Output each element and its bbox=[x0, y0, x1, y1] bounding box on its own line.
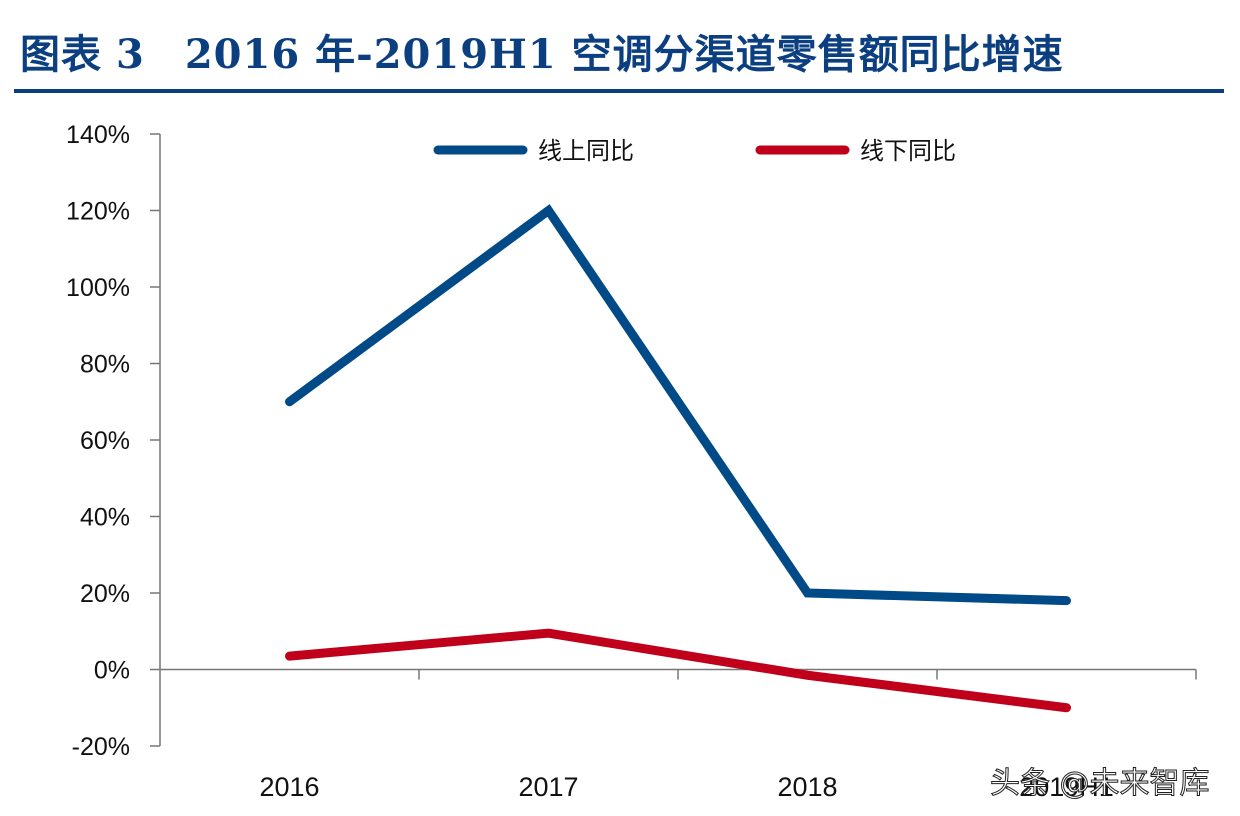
y-tick-label: 140% bbox=[66, 121, 130, 149]
title-underline bbox=[14, 89, 1224, 93]
y-tick-label: 120% bbox=[66, 198, 130, 226]
y-tick-label: 100% bbox=[66, 274, 130, 302]
x-axis: 2016 2017 2018 2019H1 bbox=[160, 668, 1197, 802]
chart-series bbox=[285, 204, 1071, 713]
x-tick-label: 2018 bbox=[777, 772, 837, 802]
y-tick-label: 0% bbox=[94, 657, 130, 685]
legend-label: 线上同比 bbox=[538, 138, 634, 165]
figure-label: 图表 bbox=[20, 31, 102, 78]
y-tick-label: 80% bbox=[80, 351, 130, 379]
x-tick-label: 2016 bbox=[259, 772, 319, 802]
y-tick-label: 20% bbox=[80, 580, 130, 608]
x-tick-label: 2019H1 bbox=[1019, 772, 1114, 802]
series-line-0 bbox=[285, 204, 1071, 606]
figure-title-text: 2016 年-2019H1 空调分渠道零售额同比增速 bbox=[184, 31, 1064, 78]
chart-legend: 线上同比 线下同比 bbox=[433, 138, 956, 165]
y-tick-label: 40% bbox=[80, 504, 130, 532]
legend-label: 线下同比 bbox=[860, 138, 956, 165]
x-tick-label: 2017 bbox=[518, 772, 578, 802]
figure-title: 图表 3 2016 年-2019H1 空调分渠道零售额同比增速 bbox=[20, 22, 1064, 80]
y-tick-label: -20% bbox=[72, 733, 130, 761]
series-line-1 bbox=[285, 628, 1071, 713]
y-axis: 140% 120% 100% 80% 60% 40% 20% 0% -20% bbox=[66, 121, 161, 761]
figure-number: 3 bbox=[116, 31, 145, 78]
watermark: 头条 @未来智库 bbox=[990, 766, 1211, 802]
y-tick-label: 60% bbox=[80, 427, 130, 455]
